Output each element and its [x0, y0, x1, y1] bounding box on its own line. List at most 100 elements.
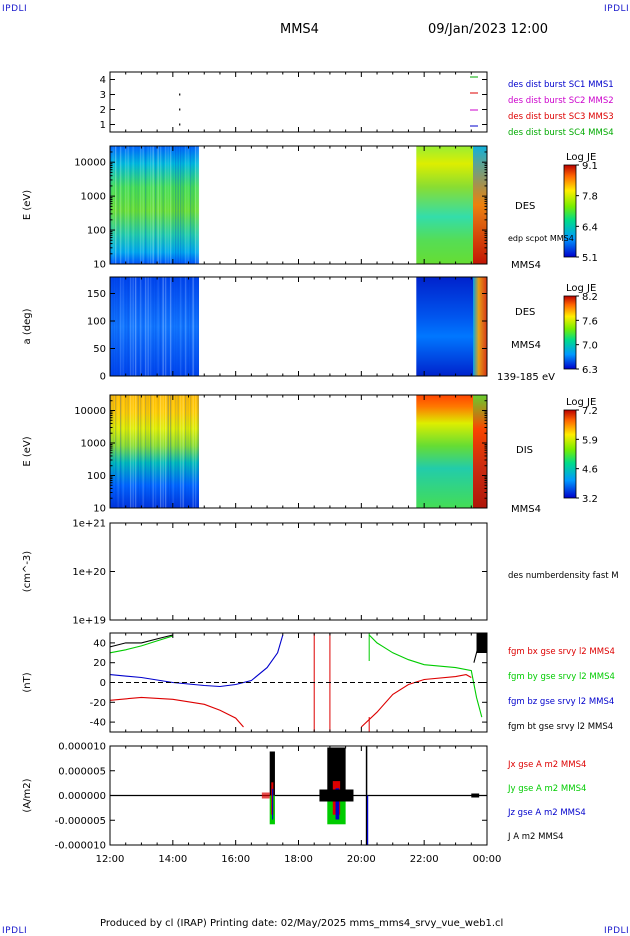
spectrogram-stripe: [177, 277, 179, 376]
colorbar: [563, 295, 577, 370]
spectrogram-stripe: [115, 146, 117, 264]
spectrogram-stripe: [120, 146, 122, 264]
spectrogram-stripe: [170, 395, 172, 508]
colorbar-tick-label: 5.9: [582, 435, 598, 446]
current-burst-j: [269, 751, 275, 796]
spectrogram-stripe: [195, 395, 197, 508]
spectrogram-stripe: [142, 146, 144, 264]
x-tick-label: 14:00: [158, 854, 187, 865]
spectrogram-stripe: [172, 146, 174, 264]
spectrogram-edge: [473, 395, 487, 508]
spectrogram-stripe: [140, 146, 142, 264]
spectrogram-stripe: [112, 395, 114, 508]
spectrogram-stripe: [150, 395, 152, 508]
spectrogram-stripe: [155, 277, 157, 376]
colorbar-tick-label: 3.2: [582, 494, 598, 505]
colorbar-title: Log JE: [566, 283, 596, 294]
y-tick-label: 10000: [74, 158, 106, 169]
burst-mark: [179, 108, 181, 111]
colorbar-tick-label: 9.1: [582, 161, 598, 172]
spectrogram-stripe: [152, 146, 154, 264]
x-tick-label: 22:00: [410, 854, 439, 865]
spectrogram-stripe: [145, 277, 147, 376]
spectrogram-stripe: [195, 146, 197, 264]
x-tick-label: 18:00: [284, 854, 313, 865]
spectrogram-stripe: [167, 146, 169, 264]
y-tick-label: -40: [90, 718, 106, 729]
spectrogram-stripe: [137, 146, 139, 264]
panel-frame: [109, 71, 488, 133]
spectrogram-stripe: [190, 146, 192, 264]
fgm-bx-line: [109, 696, 244, 728]
legend-current-1: Jx gse A m2 MMS4: [507, 760, 586, 770]
y-tick-label: -0.000005: [55, 816, 106, 827]
spectrogram-stripe: [125, 277, 127, 376]
spectrogram-stripe: [180, 395, 182, 508]
spectrogram-stripe: [137, 277, 139, 376]
colorbar-tick-label: 7.2: [582, 406, 598, 417]
y-tick-label: -0.000010: [55, 841, 106, 852]
spectrogram-stripe: [120, 277, 122, 376]
spectrogram-stripe: [167, 277, 169, 376]
spectrogram-stripe: [157, 146, 159, 264]
colorbar-tick-label: 7.8: [582, 192, 598, 203]
spectrogram-stripe: [162, 277, 164, 376]
spectrogram-stripe: [112, 277, 114, 376]
spectrogram-stripe: [155, 146, 157, 264]
instrument-label: DES: [515, 307, 535, 318]
y-axis-label: (cm^-3): [22, 551, 33, 592]
corner-label-top-right: IPDLI: [604, 4, 630, 14]
spectrogram-stripe: [180, 277, 182, 376]
corner-label-bottom-right: IPDLI: [604, 926, 630, 936]
spectrogram-stripe: [132, 277, 134, 376]
spectrogram-stripe: [117, 146, 119, 264]
y-tick-label: 150: [87, 289, 106, 300]
spectrogram-stripe: [192, 277, 194, 376]
spectrogram-stripe: [142, 277, 144, 376]
spectrogram-stripe: [147, 146, 149, 264]
y-tick-label: 2: [100, 105, 106, 116]
spectrogram-stripe: [190, 395, 192, 508]
spectrogram-stripe: [122, 277, 124, 376]
y-tick-label: 0.000010: [58, 742, 106, 753]
colorbar-tick-label: 6.3: [582, 365, 598, 376]
y-tick-label: 0: [100, 678, 106, 689]
spectrogram-stripe: [160, 395, 162, 508]
current-burst-j: [327, 747, 346, 796]
spectrogram-stripe: [140, 395, 142, 508]
y-tick-label: 10: [93, 260, 106, 271]
legend-fgm-3: fgm bz gse srvy l2 MMS4: [508, 697, 614, 707]
spectrogram-stripe: [162, 395, 164, 508]
spectrogram-stripe: [167, 395, 169, 508]
legend-burst-2: des dist burst SC2 MMS2: [508, 96, 614, 106]
y-tick-label: 40: [93, 638, 106, 649]
burst-mark: [179, 93, 181, 96]
spectrogram-stripe: [147, 395, 149, 508]
spectrogram-stripe: [120, 395, 122, 508]
spectrogram-stripe: [135, 146, 137, 264]
spectrogram-stripe: [110, 146, 112, 264]
y-tick-label: -20: [90, 698, 106, 709]
burst-mark: [179, 123, 181, 126]
legend-density: des numberdensity fast M: [508, 571, 619, 581]
spectrogram-stripe: [147, 277, 149, 376]
spectrogram-stripe: [175, 277, 177, 376]
spectrogram-stripe: [150, 277, 152, 376]
instrument-label: DES: [515, 201, 535, 212]
spectrogram-stripe: [177, 395, 179, 508]
spectrogram-stripe: [165, 146, 167, 264]
spectrogram-stripe: [142, 395, 144, 508]
y-axis-label: E (eV): [22, 190, 33, 220]
spectrogram-stripe: [127, 395, 129, 508]
spacecraft-label: MMS4: [511, 340, 541, 351]
spacecraft-label: MMS4: [511, 504, 541, 515]
spacecraft-label: MMS4: [511, 260, 541, 271]
colorbar: [563, 409, 577, 499]
colorbar-tick-label: 7.0: [582, 341, 598, 352]
spectrogram-stripe: [197, 395, 199, 508]
spectrogram-stripe: [157, 277, 159, 376]
current-noise: [471, 793, 480, 798]
legend-fgm-1: fgm bx gse srvy l2 MMS4: [508, 647, 615, 657]
spectrogram-stripe: [150, 146, 152, 264]
